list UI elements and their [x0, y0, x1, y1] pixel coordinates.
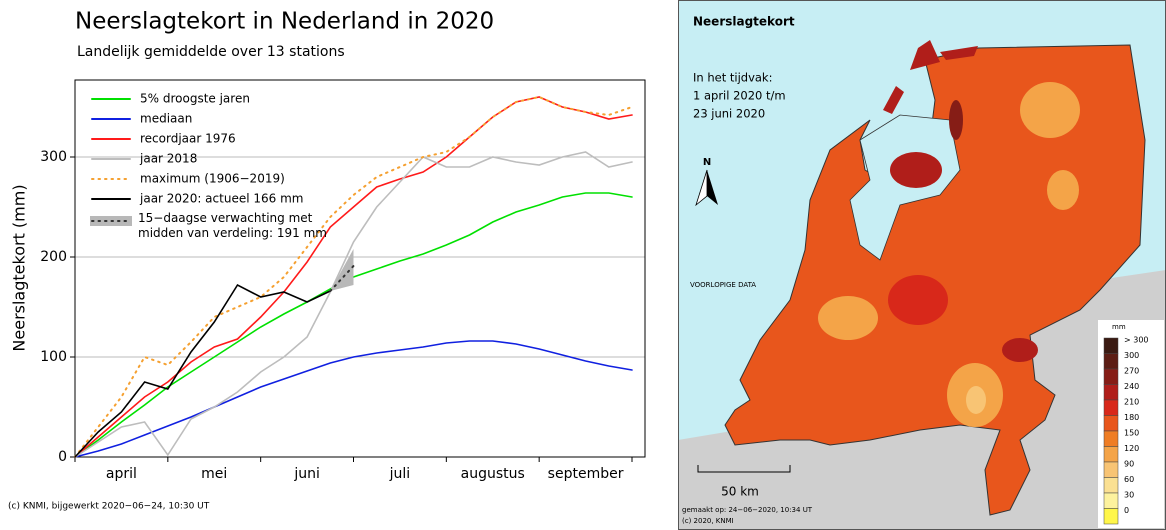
- region: [818, 296, 878, 340]
- x-tick-label: mei: [201, 466, 227, 482]
- period: In het tijdvak:: [693, 71, 772, 85]
- islands: [883, 40, 978, 114]
- series-line: [74, 340, 633, 458]
- scale-label: 210: [1124, 398, 1139, 407]
- scale-label: 30: [1124, 491, 1134, 500]
- scale-label: 90: [1124, 460, 1134, 469]
- period: 23 juni 2020: [693, 107, 765, 121]
- y-tick-label: 0: [58, 449, 67, 465]
- period: 1 april 2020 t/m: [693, 89, 786, 103]
- scale-label: 60: [1124, 475, 1134, 484]
- region: [966, 386, 986, 414]
- legend-label: recordjaar 1976: [140, 132, 236, 146]
- series-line: [329, 265, 355, 292]
- made-on: gemaakt op: 24−06−2020, 10:34 UT: [682, 506, 813, 514]
- scale-label: 300: [1124, 351, 1139, 360]
- scale-label: 180: [1124, 413, 1139, 422]
- legend-label: mediaan: [140, 112, 192, 126]
- north-arrow: [695, 169, 708, 207]
- x-tick-label: juni: [293, 466, 320, 482]
- y-tick-label: 300: [40, 149, 67, 165]
- series-line: [74, 96, 633, 458]
- y-axis-label: Neerslagtekort (mm): [10, 184, 29, 351]
- x-tick-label: april: [106, 466, 137, 482]
- scale-swatch: [1103, 353, 1119, 370]
- footer: (c) KNMI, bijgewerkt 2020−06−24, 10:30 U…: [8, 502, 210, 512]
- scale-swatch: [1103, 477, 1119, 494]
- map-title: Neerslagtekort: [693, 15, 795, 29]
- region: [888, 275, 948, 325]
- x-tick-label: september: [548, 466, 624, 482]
- y-tick-label: 200: [40, 249, 67, 265]
- plot-frame: [74, 79, 646, 458]
- north-arrow: [707, 170, 718, 205]
- unit: mm: [1112, 323, 1126, 331]
- scale-swatch: [1103, 415, 1119, 432]
- region: [1020, 82, 1080, 138]
- scale-swatch: [1103, 368, 1119, 385]
- scale-swatch: [1103, 399, 1119, 416]
- chart-subtitle: Landelijk gemiddelde over 13 stations: [77, 44, 345, 60]
- region: [1002, 338, 1038, 362]
- scale-label: 0: [1124, 506, 1129, 515]
- scale-label: 120: [1124, 444, 1139, 453]
- scale-label: 240: [1124, 382, 1139, 391]
- series-line: [74, 95, 633, 458]
- legend-label: 15−daagse verwachting met midden van ver…: [138, 211, 327, 240]
- note: VOORLOPIGE DATA: [690, 281, 756, 289]
- region: [1047, 170, 1079, 210]
- scale-swatch: [1103, 384, 1119, 401]
- scale-swatch: [1103, 337, 1119, 354]
- series-line: [74, 151, 633, 458]
- scale-swatch: [1103, 492, 1119, 509]
- scale-label: 150: [1124, 429, 1139, 438]
- legend-label: jaar 2018: [139, 152, 197, 166]
- legend-label: 5% droogste jaren: [140, 92, 250, 106]
- legend-label: jaar 2020: actueel 166 mm: [139, 192, 303, 206]
- map: Neerslagtekort In het tijdvak: 1 april 2…: [678, 0, 1166, 530]
- copyright: (c) 2020, KNMI: [682, 517, 734, 525]
- series-line: [74, 283, 332, 458]
- line-chart: Neerslagtekort in Nederland in 2020 Land…: [8, 9, 646, 512]
- scale-label: > 300: [1124, 336, 1149, 345]
- chart-title: Neerslagtekort in Nederland in 2020: [75, 9, 494, 35]
- legend-label: maximum (1906−2019): [140, 172, 285, 186]
- scale-label: 270: [1124, 367, 1139, 376]
- y-tick-label: 100: [40, 349, 67, 365]
- scale-bar: [697, 465, 791, 473]
- scale-swatch: [1103, 446, 1119, 463]
- scale-swatch: [1103, 461, 1119, 478]
- land: [678, 270, 1166, 530]
- x-tick-label: augustus: [461, 466, 525, 482]
- scale-swatch: [1103, 508, 1119, 525]
- region: [949, 100, 963, 140]
- forecast-band: [330, 249, 354, 291]
- north-label: N: [703, 157, 711, 168]
- x-tick-label: juli: [389, 466, 411, 482]
- scale-bar-label: 50 km: [721, 485, 759, 499]
- ijsselmeer: [849, 114, 961, 261]
- scale-swatch: [1103, 430, 1119, 447]
- region: [890, 152, 942, 188]
